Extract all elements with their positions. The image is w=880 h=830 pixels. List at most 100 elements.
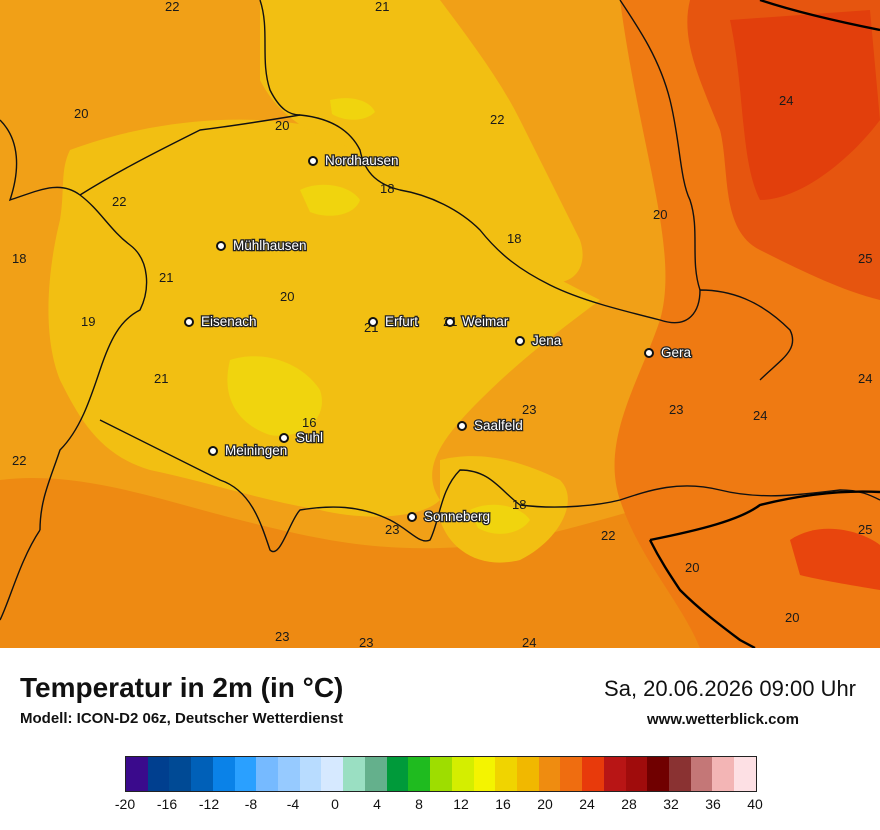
value-label: 21	[154, 371, 168, 386]
north-cool-zone	[260, 0, 583, 283]
value-label: 24	[779, 93, 793, 108]
legend-tick-label: -16	[156, 796, 178, 812]
city-marker	[216, 241, 226, 251]
value-label: 20	[685, 560, 699, 575]
value-label: 18	[512, 497, 526, 512]
forecast-datetime: Sa, 20.06.2026 09:00 Uhr	[604, 676, 856, 701]
value-label: 20	[653, 207, 667, 222]
map-canvas: 22 21 20 20 22 18 22 18 20 18 21 20 19 2…	[0, 0, 880, 648]
value-label: 18	[12, 251, 26, 266]
legend-swatch	[147, 757, 170, 791]
city-label: Erfurt	[385, 314, 418, 329]
value-label: 22	[165, 0, 179, 14]
value-label: 23	[385, 522, 399, 537]
city-label: Gera	[661, 345, 692, 360]
city-suhl[interactable]: Suhl	[279, 429, 324, 446]
city-nordhausen[interactable]: Nordhausen	[308, 152, 400, 169]
value-label: 20	[275, 118, 289, 133]
value-label: 16	[302, 415, 316, 430]
city-marker	[368, 317, 378, 327]
legend-swatch	[734, 757, 756, 791]
city-marker	[644, 348, 654, 358]
cool-pocket-nordhausen	[330, 98, 375, 120]
value-label: 23	[359, 635, 373, 648]
legend-swatch	[603, 757, 626, 791]
city-jena[interactable]: Jena	[515, 332, 563, 349]
legend-swatch	[256, 757, 279, 791]
value-label: 20	[785, 610, 799, 625]
legend-swatch	[516, 757, 539, 791]
legend-swatch	[278, 757, 300, 791]
value-label: 20	[280, 289, 294, 304]
city-marker	[407, 512, 417, 522]
legend-swatch	[495, 757, 517, 791]
temperature-map: 22 21 20 20 22 18 22 18 20 18 21 20 19 2…	[0, 0, 880, 649]
value-label: 23	[522, 402, 536, 417]
city-label: Suhl	[296, 430, 323, 445]
city-label: Saalfeld	[474, 418, 523, 433]
city-marker	[184, 317, 194, 327]
country-border	[648, 0, 880, 648]
value-label: 21	[159, 270, 173, 285]
northeast-peak-zone	[730, 10, 880, 200]
cool-pocket-north	[300, 184, 360, 216]
legend-swatch	[364, 757, 387, 791]
color-scale-legend	[125, 756, 757, 792]
cool-pocket-west	[227, 356, 322, 436]
value-label: 25	[858, 522, 872, 537]
legend-tick-label: -8	[244, 796, 258, 812]
city-gera[interactable]: Gera	[644, 344, 693, 361]
map-footer: Temperatur in 2m (in °C) Modell: ICON-D2…	[0, 648, 880, 830]
city-label: Weimar	[462, 314, 509, 329]
city-eisenach[interactable]: Eisenach	[184, 313, 258, 330]
legend-swatch	[473, 757, 496, 791]
city-marker	[308, 156, 318, 166]
legend-tick-label: 8	[415, 796, 423, 812]
legend-swatch	[169, 757, 192, 791]
value-label: 22	[490, 112, 504, 127]
cool-pocket-south	[470, 504, 530, 534]
city-label: Jena	[532, 333, 562, 348]
legend-swatch	[343, 757, 365, 791]
legend-swatch	[386, 757, 409, 791]
value-label: 22	[112, 194, 126, 209]
legend-swatch	[712, 757, 735, 791]
value-label: 25	[858, 251, 872, 266]
legend-tick-label: 12	[453, 796, 469, 812]
city-erfurt[interactable]: Erfurt	[368, 313, 420, 330]
value-label: 18	[507, 231, 521, 246]
state-borders	[0, 0, 880, 621]
value-label: 20	[74, 106, 88, 121]
value-label: 22	[12, 453, 26, 468]
city-label: Nordhausen	[325, 153, 399, 168]
legend-tick-label: 0	[331, 796, 339, 812]
legend-swatch	[191, 757, 213, 791]
city-label: Mühlhausen	[233, 238, 307, 253]
legend-swatch	[625, 757, 648, 791]
legend-swatch	[234, 757, 257, 791]
legend-swatch	[668, 757, 691, 791]
legend-tick-label: 36	[705, 796, 721, 812]
city-marker	[515, 336, 525, 346]
legend-tick-label: -20	[114, 796, 136, 812]
website-link[interactable]: www.wetterblick.com	[647, 711, 799, 728]
city-saalfeld[interactable]: Saalfeld	[457, 417, 524, 434]
cities: Nordhausen Mühlhausen Eisenach Erfurt We…	[184, 152, 693, 525]
value-label: 23	[275, 629, 289, 644]
legend-tick-label: 28	[621, 796, 637, 812]
city-label: Meiningen	[225, 443, 287, 458]
legend-swatch	[690, 757, 713, 791]
legend-swatch	[212, 757, 235, 791]
value-labels: 22 21 20 20 22 18 22 18 20 18 21 20 19 2…	[12, 0, 872, 648]
city-weimar[interactable]: Weimar	[445, 313, 510, 330]
legend-swatch	[647, 757, 669, 791]
value-label: 21	[375, 0, 389, 14]
model-source: Modell: ICON-D2 06z, Deutscher Wetterdie…	[20, 710, 344, 727]
city-sonneberg[interactable]: Sonneberg	[407, 508, 491, 525]
legend-swatch	[408, 757, 431, 791]
city-muehlhausen[interactable]: Mühlhausen	[216, 237, 308, 254]
value-label: 24	[522, 635, 536, 648]
city-label: Sonneberg	[424, 509, 490, 524]
city-meiningen[interactable]: Meiningen	[208, 442, 289, 459]
legend-tick-label: 20	[537, 796, 553, 812]
